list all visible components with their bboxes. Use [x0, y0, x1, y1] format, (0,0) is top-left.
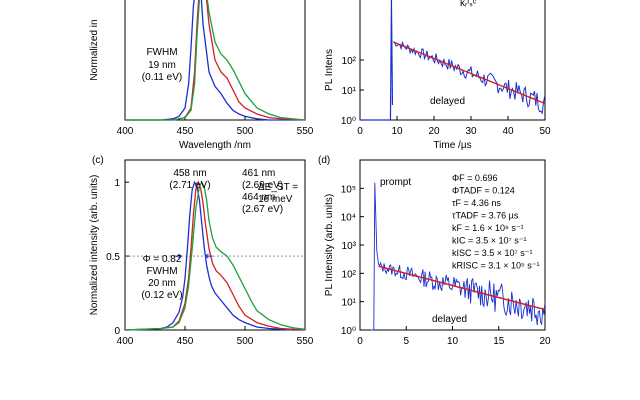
- annotation: Φ = 0.82: [143, 254, 182, 265]
- panel-b: 0 10 20 30 40 50 10² 10¹ 10⁰ Time /µs PL Intens del…: [324, 0, 551, 151]
- y-tick-label: 0.5: [106, 252, 120, 263]
- x-tick-label: 10: [447, 336, 459, 347]
- annotation-prompt: prompt: [380, 177, 411, 188]
- annotation: 20 nm: [148, 278, 176, 289]
- annotation: ΔE_ST =: [258, 182, 298, 193]
- y-axis-label: PL Intens: [324, 49, 335, 91]
- y-tick-label: 10²: [342, 269, 357, 280]
- parameter-text: kRISC = 3.1 × 10⁵ s⁻¹: [452, 261, 540, 271]
- series-line: [124, 180, 306, 331]
- y-axis-label: Normalized intensity (arb. units): [89, 175, 100, 316]
- annotation: 464 nm: [242, 192, 275, 203]
- y-tick-label: 10³: [342, 241, 357, 252]
- series-line: [125, 0, 306, 121]
- annotation: 458 nm: [173, 168, 206, 179]
- annotation: FWHM: [146, 47, 177, 58]
- x-axis-label: Time /µs: [433, 140, 471, 151]
- x-tick-label: 30: [465, 126, 477, 137]
- annotation: 461 nm: [242, 168, 275, 179]
- x-tick-label: 40: [502, 126, 514, 137]
- annotation: (0.12 eV): [141, 290, 182, 301]
- annotation: FWHM: [146, 266, 177, 277]
- annotation: 16 meV: [258, 194, 293, 205]
- fwhm-arrow-right: [205, 253, 213, 259]
- x-tick-label: 20: [428, 126, 440, 137]
- fit-line: [378, 265, 546, 311]
- x-tick-label: 450: [177, 126, 194, 137]
- parameter-text: kF = 1.6 × 10⁸ s⁻¹: [452, 223, 524, 233]
- parameter-text: τF = 4.36 ns: [452, 198, 501, 208]
- series-line: [124, 180, 306, 331]
- panel-a: 400 450 500 550 Wavelength /nm Normalized in F…: [89, 0, 314, 151]
- parameter-text: ΦF = 0.696: [452, 173, 497, 183]
- panel-label: (d): [318, 155, 330, 166]
- x-tick-label: 550: [297, 336, 314, 347]
- panel-b-frame: [359, 0, 546, 121]
- parameter-text: kISC = 3.5 × 10⁷ s⁻¹: [452, 248, 533, 258]
- panel-d: (d) 0 5 10 15 20 10⁵ 10⁴ 10³ 10² 10¹ 10⁰ PL Intensit…: [318, 155, 551, 347]
- y-tick-label: 10¹: [342, 86, 357, 97]
- x-tick-label: 400: [117, 336, 134, 347]
- annotation: (2.67 eV): [242, 204, 283, 215]
- y-tick-label: 10⁵: [341, 184, 356, 195]
- y-tick-label: 10⁰: [341, 116, 356, 127]
- annotation-krisc: kᵣᴵₛᶜ: [460, 0, 477, 9]
- y-tick-label: 10⁴: [341, 213, 356, 224]
- x-tick-label: 10: [391, 126, 403, 137]
- parameter-text: ΦTADF = 0.124: [452, 186, 515, 196]
- x-tick-label: 500: [237, 126, 254, 137]
- x-tick-label: 50: [539, 126, 551, 137]
- annotation: (2.71 eV): [169, 180, 210, 191]
- y-tick-label: 0: [114, 326, 120, 337]
- x-tick-label: 550: [297, 126, 314, 137]
- x-tick-label: 400: [117, 126, 134, 137]
- panel-c: (c) 400 450 500 550 0 0.5 1 Normalized intensity…: [89, 155, 314, 347]
- y-tick-label: 10¹: [342, 298, 357, 309]
- x-tick-label: 500: [237, 336, 254, 347]
- x-axis-label: Wavelength /nm: [179, 140, 251, 151]
- annotation: 19 nm: [148, 60, 176, 71]
- x-tick-label: 0: [357, 336, 363, 347]
- fwhm-arrow-left: [174, 253, 182, 259]
- parameter-text: τTADF = 3.76 µs: [452, 211, 519, 221]
- prompt-spike: [360, 0, 394, 121]
- parameter-text: kIC = 3.5 × 10⁷ s⁻¹: [452, 236, 527, 246]
- series-line: [124, 180, 305, 331]
- x-tick-label: 0: [357, 126, 363, 137]
- y-axis-label: PL Intensity (arb. units): [324, 194, 335, 296]
- decay-trace: [393, 40, 546, 115]
- x-tick-label: 15: [493, 336, 505, 347]
- series-line: [125, 0, 305, 121]
- annotation-delayed: delayed: [430, 96, 465, 107]
- fit-line: [393, 41, 546, 105]
- x-tick-label: 5: [403, 336, 409, 347]
- panel-label: (c): [92, 155, 104, 166]
- x-tick-label: 20: [539, 336, 551, 347]
- annotation: (2.69 eV): [242, 180, 283, 191]
- panel-c-frame: [124, 159, 306, 331]
- panel-a-frame: [124, 0, 306, 121]
- annotation: (0.11 eV): [142, 72, 182, 83]
- y-tick-label: 1: [114, 178, 120, 189]
- y-axis-label: Normalized in: [89, 19, 100, 80]
- y-tick-label: 10⁰: [341, 326, 356, 337]
- y-tick-label: 10²: [342, 56, 357, 67]
- x-tick-label: 450: [177, 336, 194, 347]
- annotation-delayed: delayed: [432, 314, 467, 325]
